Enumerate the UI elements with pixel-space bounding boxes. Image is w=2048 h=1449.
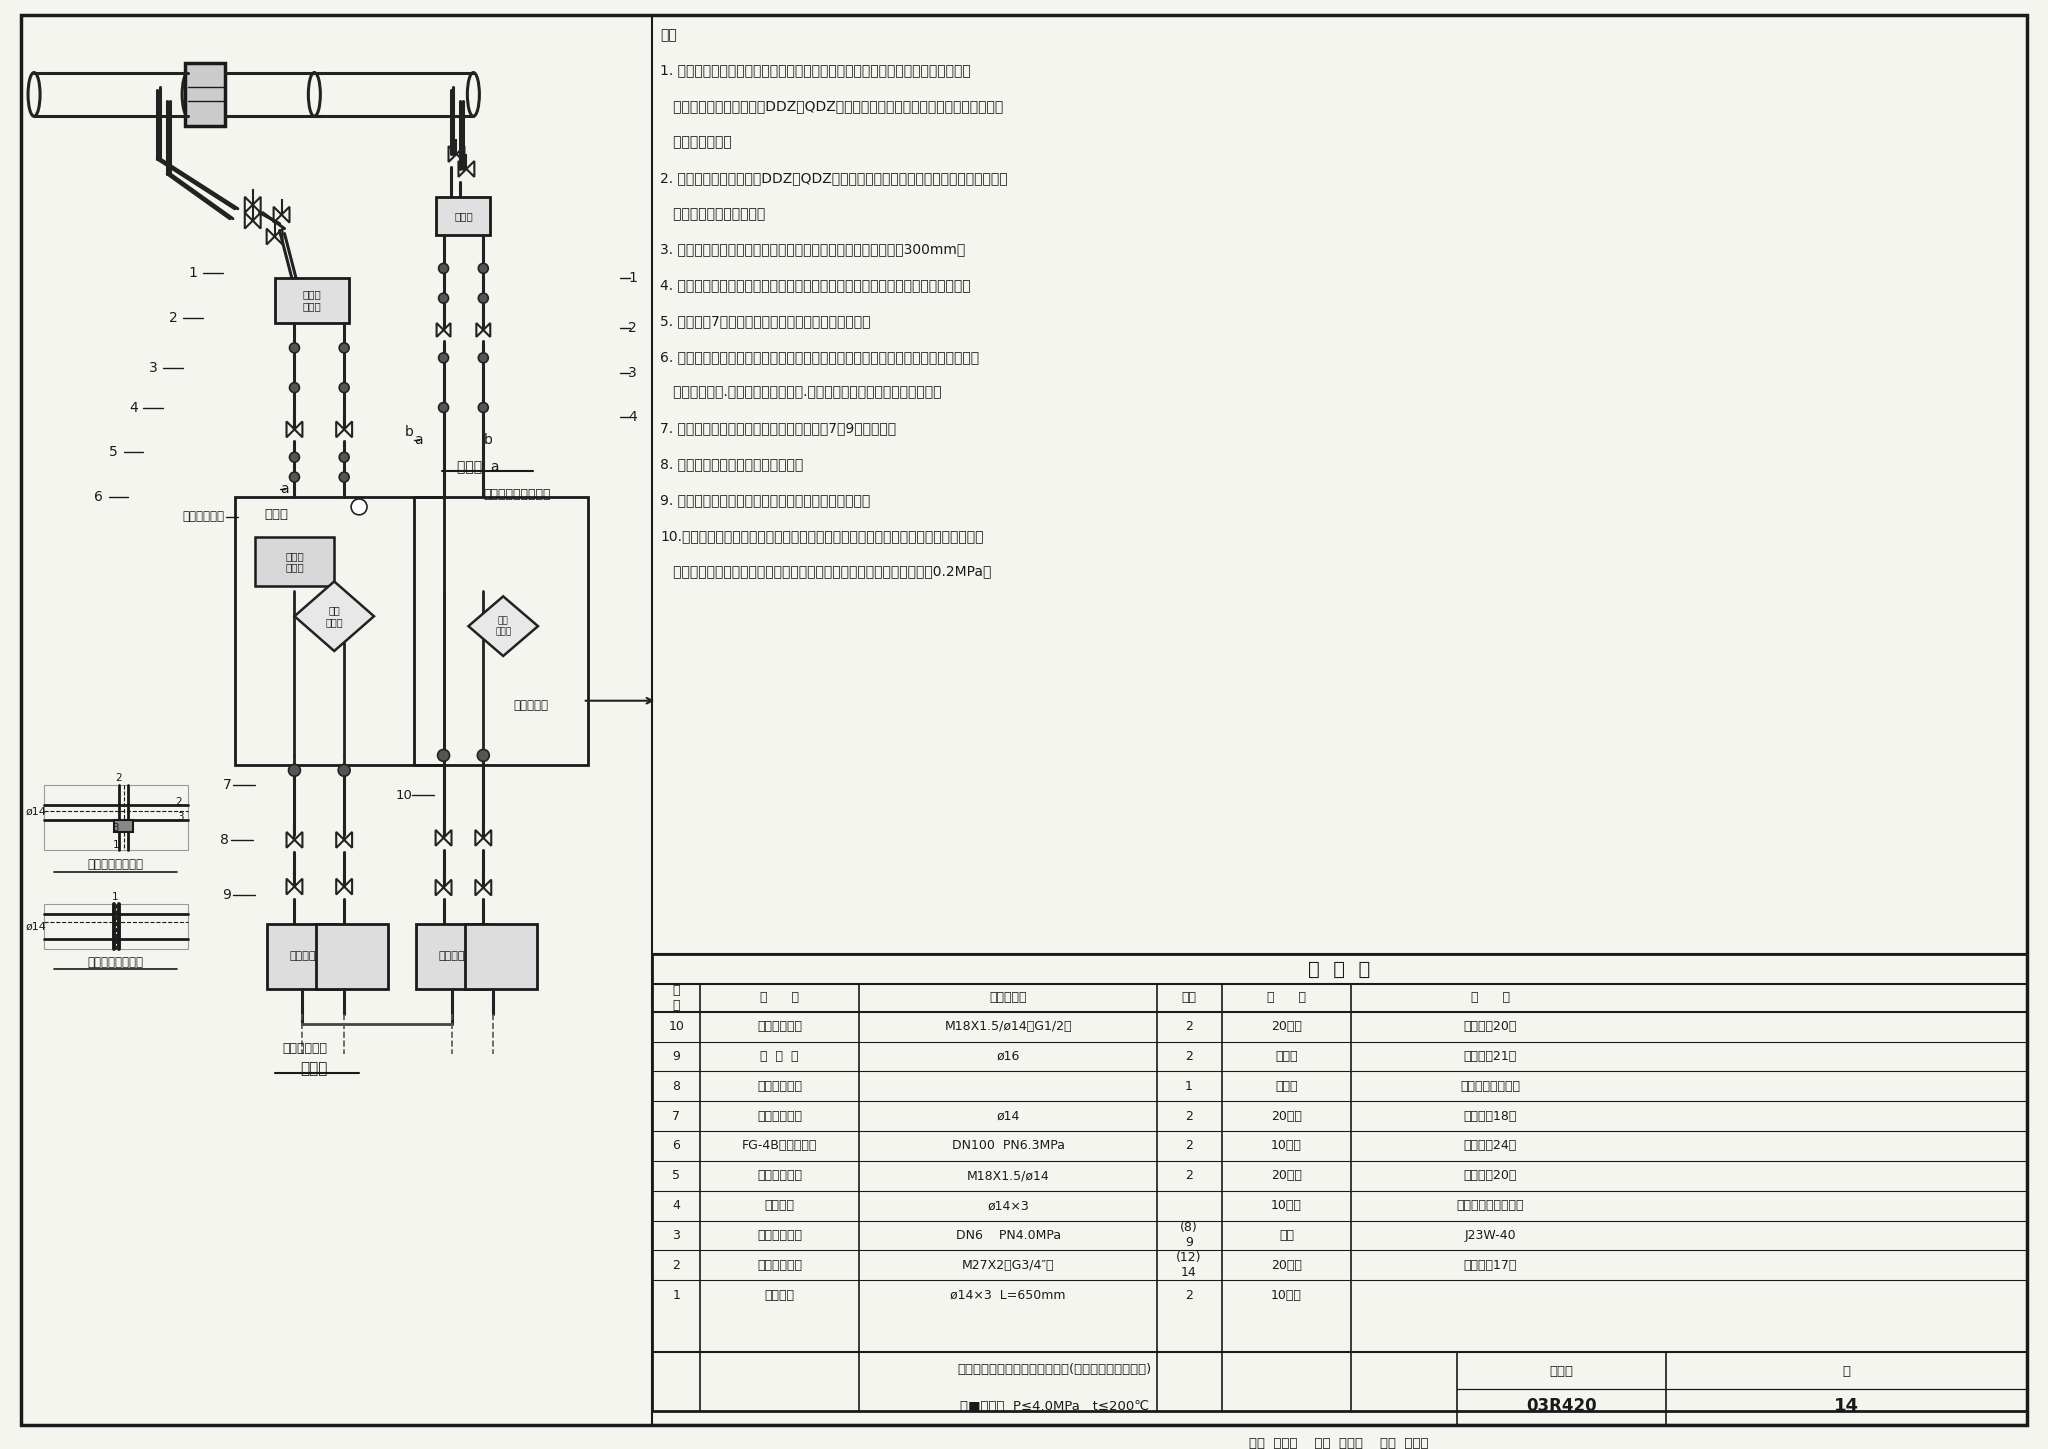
Text: 03R420: 03R420	[1526, 1397, 1597, 1416]
Text: 1: 1	[629, 271, 637, 285]
Text: 材质为耐酸钢.其它管路附件如阀门.法兰等的选择参见本图集说明部分。: 材质为耐酸钢.其它管路附件如阀门.法兰等的选择参见本图集说明部分。	[659, 385, 942, 400]
Circle shape	[340, 343, 348, 354]
Text: 隔离法测量液体流量管路安装图(差压计低于节流装置): 隔离法测量液体流量管路安装图(差压计低于节流装置)	[958, 1364, 1151, 1377]
Text: 胎合件: 胎合件	[1276, 1051, 1298, 1064]
Circle shape	[438, 354, 449, 362]
Text: 差压
变送器: 差压 变送器	[496, 616, 512, 636]
Text: 填  料  涵: 填 料 涵	[760, 1051, 799, 1064]
Text: 7: 7	[672, 1110, 680, 1123]
Text: 制造图见24页: 制造图见24页	[1464, 1139, 1518, 1152]
Text: 3: 3	[150, 361, 158, 375]
Text: 2: 2	[115, 774, 121, 784]
Text: 3. 隔离容器的安装位置应使其顶部低于节流装置取压口处不小于300mm。: 3. 隔离容器的安装位置应使其顶部低于节流装置取压口处不小于300mm。	[659, 242, 965, 256]
Text: 2: 2	[1186, 1110, 1192, 1123]
Text: a: a	[414, 433, 424, 448]
Bar	[43, 785, 188, 849]
Text: 20号钢: 20号钢	[1272, 1259, 1303, 1272]
Text: 9: 9	[672, 1051, 680, 1064]
Circle shape	[289, 383, 299, 393]
Text: 名      称: 名 称	[760, 991, 799, 1004]
Text: 粘稠液体流量。: 粘稠液体流量。	[659, 135, 731, 149]
Bar	[651, 953, 2028, 1411]
Text: 碳钢: 碳钢	[1278, 1229, 1294, 1242]
Text: 3: 3	[176, 811, 184, 822]
Text: 2: 2	[168, 312, 178, 325]
Text: 4. 若被测介质为清洁的非腐蚀粗测介质时，隔离容器底部的阀门可取消放为球式。: 4. 若被测介质为清洁的非腐蚀粗测介质时，隔离容器底部的阀门可取消放为球式。	[659, 278, 971, 293]
Text: (8)
9: (8) 9	[1180, 1222, 1198, 1249]
Text: ø14: ø14	[27, 922, 47, 932]
Bar	[184, 62, 225, 126]
Text: 乙方案  a: 乙方案 a	[457, 461, 500, 474]
Text: DN6    PN4.0MPa: DN6 PN4.0MPa	[956, 1229, 1061, 1242]
Text: 5: 5	[109, 445, 119, 459]
Circle shape	[289, 472, 299, 483]
Text: 2: 2	[1186, 1051, 1192, 1064]
Bar	[436, 197, 489, 235]
Text: 5. 图中序号7的连接形式亦可用焊接连接或整段直管。: 5. 图中序号7的连接形式亦可用焊接连接或整段直管。	[659, 314, 870, 327]
Text: 8: 8	[221, 833, 229, 846]
Text: 4: 4	[129, 400, 137, 414]
Circle shape	[438, 293, 449, 303]
Text: 10.图中虚线部分举例表示在管路最低点灌注隔离液及利用保温蒸汽吹扫管路的方法，: 10.图中虚线部分举例表示在管路最低点灌注隔离液及利用保温蒸汽吹扫管路的方法，	[659, 529, 983, 543]
Text: 4: 4	[672, 1200, 680, 1213]
Circle shape	[289, 343, 299, 354]
Circle shape	[438, 749, 449, 761]
Text: 2: 2	[629, 322, 637, 335]
Text: 20号钢: 20号钢	[1272, 1169, 1303, 1182]
Text: 审核  国羽鸟    校对  乃龙迷    设计  元气元: 审核 国羽鸟 校对 乃龙迷 设计 元气元	[1249, 1436, 1430, 1449]
Text: 页: 页	[1841, 1365, 1849, 1378]
Text: 甲方案: 甲方案	[301, 1061, 328, 1077]
Text: 20号钢: 20号钢	[1272, 1110, 1303, 1123]
Text: 接凝结水总管: 接凝结水总管	[283, 1042, 328, 1055]
Text: 1: 1	[113, 891, 119, 901]
Text: a: a	[281, 483, 289, 496]
Text: 三阀组
附接头: 三阀组 附接头	[303, 290, 322, 312]
Text: 接压缩空气: 接压缩空气	[514, 700, 549, 711]
Text: 20号钢: 20号钢	[1272, 1020, 1303, 1033]
Text: 9: 9	[223, 888, 231, 901]
Text: 直通穿板接头: 直通穿板接头	[758, 1110, 803, 1123]
Text: DN100  PN6.3MPa: DN100 PN6.3MPa	[952, 1139, 1065, 1152]
Circle shape	[289, 764, 301, 777]
Text: 长度据安装实现裁减: 长度据安装实现裁减	[1456, 1200, 1524, 1213]
Text: 5: 5	[672, 1169, 680, 1182]
Text: ø14: ø14	[997, 1110, 1020, 1123]
Text: 10号钢: 10号钢	[1272, 1288, 1303, 1301]
Bar	[43, 904, 188, 949]
Text: 序
号: 序 号	[672, 984, 680, 1011]
Text: 数量: 数量	[1182, 991, 1196, 1004]
Polygon shape	[295, 581, 375, 651]
Text: 10号钢: 10号钢	[1272, 1200, 1303, 1213]
Text: 备      注: 备 注	[1470, 991, 1509, 1004]
Text: 2: 2	[672, 1259, 680, 1272]
Circle shape	[338, 764, 350, 777]
Circle shape	[289, 452, 299, 462]
Text: ø14×3  L=650mm: ø14×3 L=650mm	[950, 1288, 1065, 1301]
Text: 3λ: 3λ	[354, 503, 365, 511]
Text: 直通终端接头: 直通终端接头	[758, 1020, 803, 1033]
Text: 隔离液罐: 隔离液罐	[438, 951, 465, 961]
Text: 无缝钢管: 无缝钢管	[764, 1200, 795, 1213]
Text: 6: 6	[672, 1139, 680, 1152]
Text: J23W-40: J23W-40	[1464, 1229, 1516, 1242]
Text: 与差压计配套供应: 与差压计配套供应	[1460, 1080, 1520, 1093]
Text: 7: 7	[223, 778, 231, 793]
Bar	[416, 924, 487, 990]
Text: 制造图见20页: 制造图见20页	[1464, 1169, 1518, 1182]
Text: M27X2（G3/4″）: M27X2（G3/4″）	[963, 1259, 1055, 1272]
Bar	[113, 820, 133, 832]
Text: 三阀组
附接头: 三阀组 附接头	[285, 551, 303, 572]
Circle shape	[479, 293, 487, 303]
Text: 4: 4	[629, 410, 637, 425]
Text: M18X1.5/ø14（G1/2）: M18X1.5/ø14（G1/2）	[944, 1020, 1071, 1033]
Text: 管道角接接头大样: 管道角接接头大样	[88, 858, 143, 871]
Bar	[414, 497, 588, 765]
Text: FG-4B型隔离容罐: FG-4B型隔离容罐	[741, 1139, 817, 1152]
Circle shape	[477, 749, 489, 761]
Text: 保温箱: 保温箱	[264, 509, 289, 522]
Polygon shape	[469, 597, 539, 656]
Text: 「■く「升  P≤4.0MPa   t≤200℃: 「■く「升 P≤4.0MPa t≤200℃	[961, 1400, 1149, 1413]
Bar	[315, 924, 387, 990]
Text: ø16: ø16	[997, 1051, 1020, 1064]
Text: 无缝钢管: 无缝钢管	[764, 1288, 795, 1301]
